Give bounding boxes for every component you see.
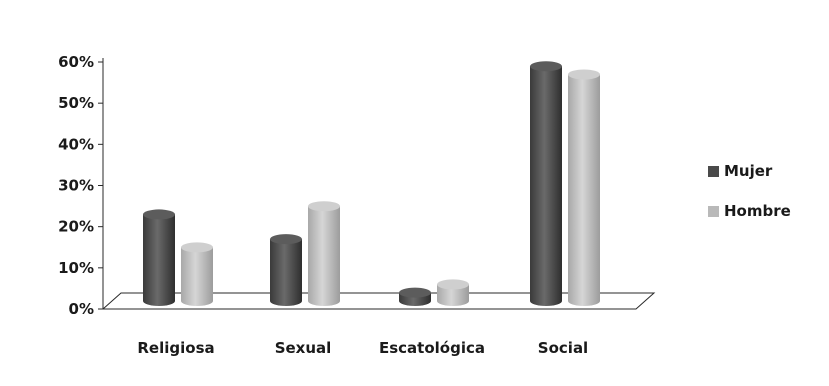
x-category-label: Sexual (275, 339, 332, 357)
bar-top (530, 61, 562, 72)
y-tick-label: 30% (58, 177, 94, 195)
legend-label-mujer: Mujer (724, 162, 773, 180)
legend: Mujer Hombre (708, 162, 791, 220)
y-tick-label: 20% (58, 218, 94, 236)
bar-top (270, 234, 302, 245)
y-tick-label: 0% (69, 300, 94, 318)
bar-body (308, 206, 340, 306)
chart-floor (101, 292, 656, 310)
bar-hombre-4 (568, 69, 600, 306)
category-labels: Religiosa Sexual Escatológica Social (137, 339, 588, 357)
bar-top (181, 242, 213, 253)
bar-top (308, 201, 340, 212)
x-category-label: Social (538, 339, 588, 357)
bar-mujer-3 (399, 287, 431, 306)
floor-plane (101, 292, 656, 310)
bar-mujer-2 (270, 234, 302, 306)
y-tick-label: 60% (58, 53, 94, 71)
bar-body (437, 284, 469, 306)
bar-body (143, 214, 175, 306)
y-tick-label: 40% (58, 135, 94, 153)
bar-top (568, 69, 600, 80)
bar-body (270, 239, 302, 306)
bar-top (437, 279, 469, 290)
legend-swatch-hombre (708, 206, 719, 217)
bar-hombre-3 (437, 279, 469, 306)
y-tick-label: 50% (58, 94, 94, 112)
bar-mujer-1 (143, 209, 175, 306)
legend-label-hombre: Hombre (724, 202, 791, 220)
x-category-label: Religiosa (137, 339, 214, 357)
bar-body (568, 74, 600, 306)
x-category-label: Escatológica (379, 339, 485, 357)
bar-top (399, 287, 431, 298)
bar-hombre-1 (181, 242, 213, 306)
bar-top (143, 209, 175, 220)
y-tick-label: 10% (58, 259, 94, 277)
bar-mujer-4 (530, 61, 562, 306)
bar-body (181, 247, 213, 306)
bar-body (530, 66, 562, 306)
legend-swatch-mujer (708, 166, 719, 177)
bar-hombre-2 (308, 201, 340, 306)
y-axis: 0% 10% 20% 30% 40% 50% 60% (58, 53, 104, 318)
bars-group (143, 61, 600, 306)
